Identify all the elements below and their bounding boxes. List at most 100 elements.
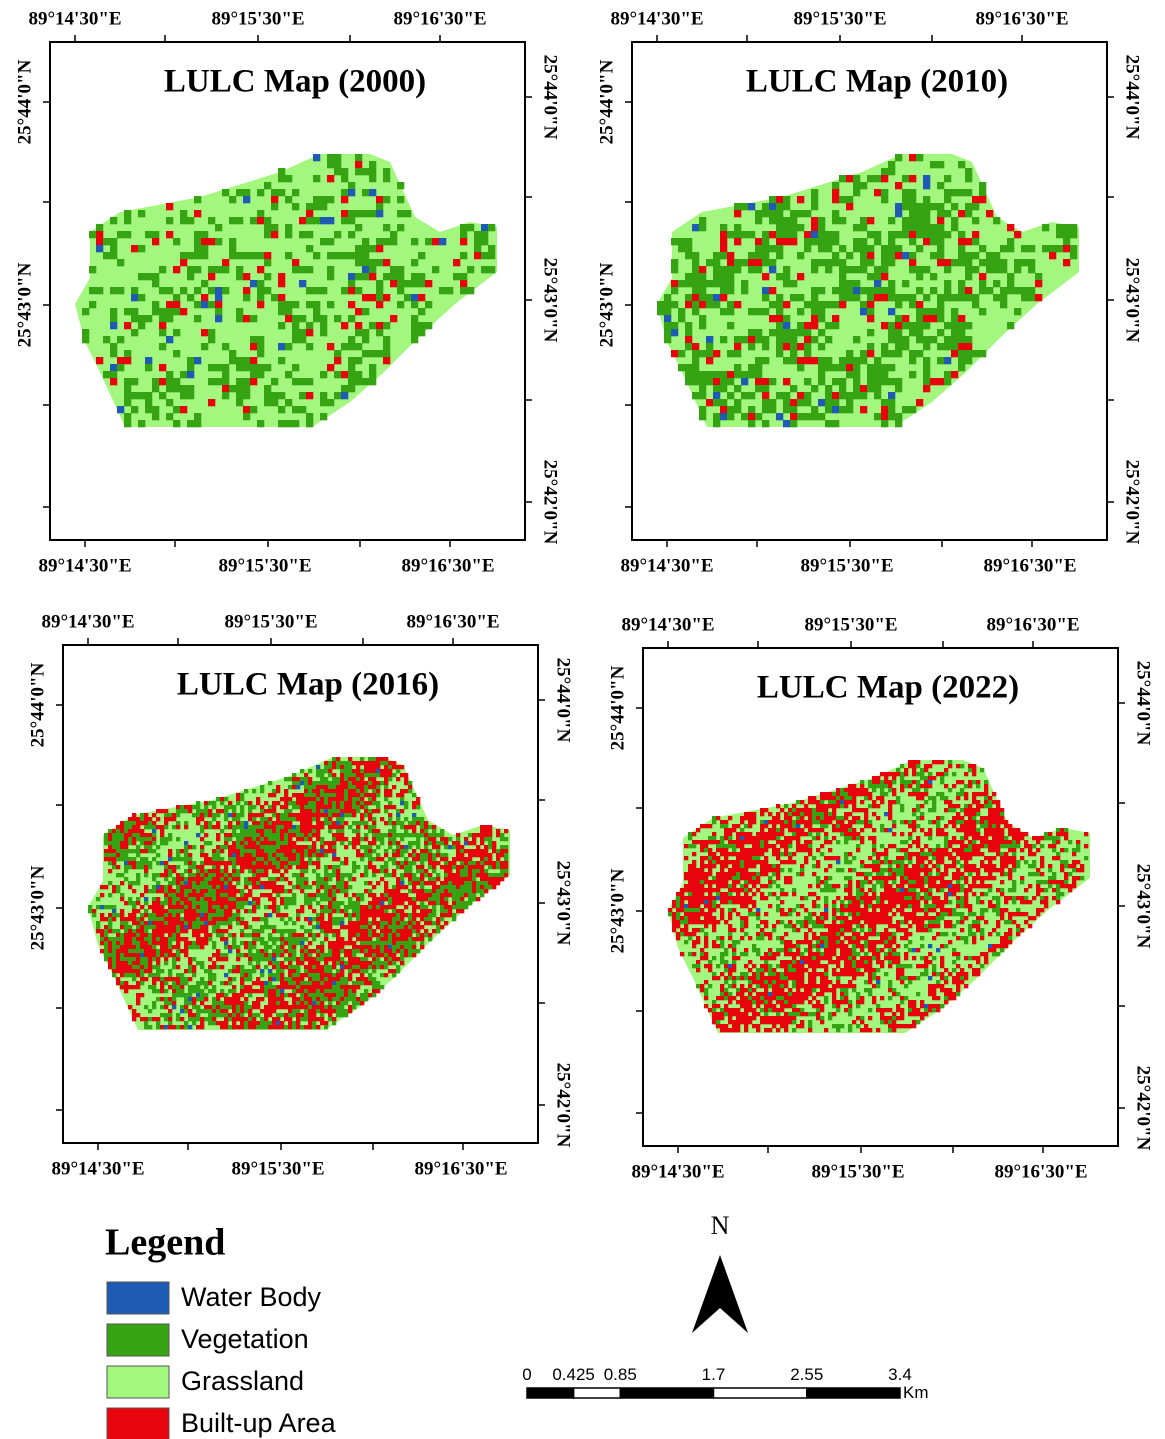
land-cover-pixel xyxy=(439,238,447,246)
bottom-coord-label: 89°14'30"E xyxy=(38,555,131,576)
land-cover-pixel xyxy=(336,969,341,974)
land-cover-pixel xyxy=(108,845,113,850)
land-cover-pixel xyxy=(148,817,153,822)
land-cover-pixel xyxy=(278,406,286,414)
land-cover-pixel xyxy=(923,315,931,323)
land-cover-pixel xyxy=(184,909,189,914)
land-cover-pixel xyxy=(248,893,253,898)
land-cover-pixel xyxy=(276,985,281,990)
land-cover-pixel xyxy=(156,937,161,942)
land-cover-pixel xyxy=(264,885,269,890)
land-cover-pixel xyxy=(184,849,189,854)
land-cover-pixel xyxy=(124,925,129,930)
land-cover-pixel xyxy=(276,1005,281,1010)
land-cover-pixel xyxy=(832,364,840,372)
land-cover-pixel xyxy=(166,301,174,309)
land-cover-pixel xyxy=(208,873,213,878)
land-cover-pixel xyxy=(460,893,465,898)
land-cover-pixel xyxy=(224,885,229,890)
land-cover-pixel xyxy=(248,1009,253,1014)
land-cover-pixel xyxy=(228,981,233,986)
land-cover-pixel xyxy=(256,953,261,958)
land-cover-pixel xyxy=(244,921,249,926)
land-cover-pixel xyxy=(204,813,209,818)
land-cover-pixel xyxy=(1000,287,1008,295)
land-cover-pixel xyxy=(136,881,141,886)
land-cover-pixel xyxy=(320,837,325,842)
land-cover-pixel xyxy=(332,957,337,962)
land-cover-pixel xyxy=(400,793,405,798)
land-cover-pixel xyxy=(355,329,363,337)
land-cover-pixel xyxy=(131,378,139,386)
land-cover-pixel xyxy=(208,933,213,938)
land-cover-pixel xyxy=(328,889,333,894)
land-cover-pixel xyxy=(117,287,125,295)
land-cover-pixel xyxy=(328,913,333,918)
land-cover-pixel xyxy=(240,977,245,982)
land-cover-pixel xyxy=(264,861,269,866)
land-cover-pixel xyxy=(384,785,389,790)
land-cover-pixel xyxy=(460,287,468,295)
land-cover-pixel xyxy=(352,781,357,786)
land-cover-pixel xyxy=(180,252,188,260)
land-cover-pixel xyxy=(352,821,357,826)
land-cover-pixel xyxy=(488,266,496,274)
land-cover-pixel xyxy=(400,897,405,902)
land-cover-pixel xyxy=(1000,245,1008,253)
land-cover-pixel xyxy=(424,825,429,830)
land-cover-pixel xyxy=(400,953,405,958)
land-cover-pixel xyxy=(204,933,209,938)
land-cover-pixel xyxy=(336,933,341,938)
land-cover-pixel xyxy=(348,813,353,818)
land-cover-pixel xyxy=(244,945,249,950)
land-cover-pixel xyxy=(156,913,161,918)
land-cover-pixel xyxy=(464,905,469,910)
land-cover-pixel xyxy=(396,853,401,858)
land-cover-pixel xyxy=(232,833,237,838)
land-cover-pixel xyxy=(324,897,329,902)
land-cover-pixel xyxy=(444,905,449,910)
land-cover-pixel xyxy=(132,945,137,950)
land-cover-pixel xyxy=(152,833,157,838)
land-cover-pixel xyxy=(699,294,707,302)
land-cover-pixel xyxy=(360,789,365,794)
land-cover-pixel xyxy=(264,231,272,239)
land-cover-pixel xyxy=(145,364,153,372)
land-cover-pixel xyxy=(944,287,952,295)
land-cover-pixel xyxy=(312,781,317,786)
land-cover-pixel xyxy=(348,231,356,239)
land-cover-pixel xyxy=(260,1009,265,1014)
land-cover-pixel xyxy=(320,877,325,882)
land-cover-pixel xyxy=(713,273,721,281)
land-cover-pixel xyxy=(825,266,833,274)
land-cover-pixel xyxy=(425,322,433,330)
land-cover-pixel xyxy=(308,825,313,830)
land-cover-pixel xyxy=(372,773,377,778)
land-cover-pixel xyxy=(951,203,959,211)
land-cover-pixel xyxy=(196,877,201,882)
land-cover-pixel xyxy=(888,399,896,407)
land-cover-pixel xyxy=(328,785,333,790)
land-cover-pixel xyxy=(328,1005,333,1010)
land-cover-pixel xyxy=(384,873,389,878)
land-cover-pixel xyxy=(224,837,229,842)
land-cover-pixel xyxy=(280,993,285,998)
land-cover-pixel xyxy=(192,845,197,850)
land-cover-pixel xyxy=(396,881,401,886)
land-cover-pixel xyxy=(204,805,209,810)
land-cover-pixel xyxy=(340,829,345,834)
land-cover-pixel xyxy=(140,865,145,870)
land-cover-pixel xyxy=(120,825,125,830)
land-cover-pixel xyxy=(276,857,281,862)
land-cover-pixel xyxy=(492,845,497,850)
land-cover-pixel xyxy=(144,833,149,838)
land-cover-pixel xyxy=(352,933,357,938)
land-cover-pixel xyxy=(332,793,337,798)
land-cover-pixel xyxy=(148,917,153,922)
land-cover-pixel xyxy=(220,921,225,926)
land-cover-pixel xyxy=(276,889,281,894)
land-cover-pixel xyxy=(268,805,273,810)
land-cover-pixel xyxy=(320,1013,325,1018)
land-cover-pixel xyxy=(790,343,798,351)
land-cover-pixel xyxy=(316,809,321,814)
